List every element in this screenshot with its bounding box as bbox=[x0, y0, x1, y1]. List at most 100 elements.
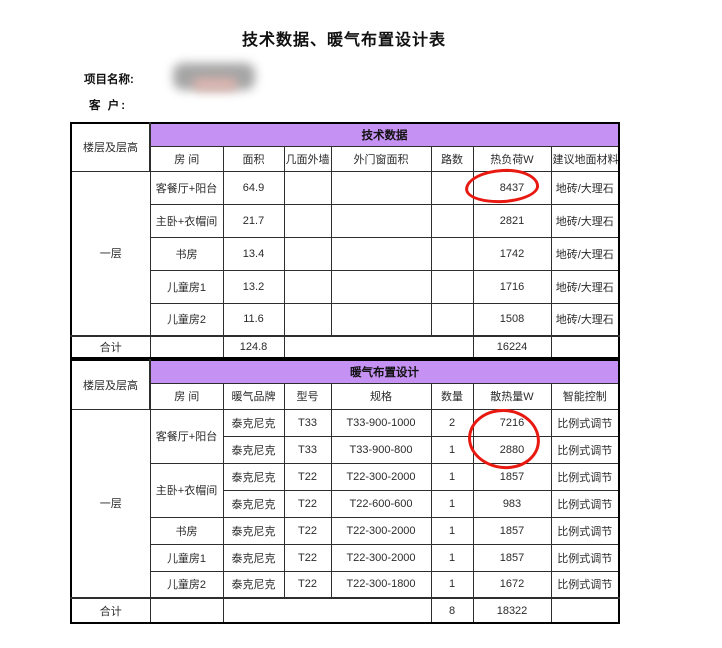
col-header-model: 型号 bbox=[283, 382, 332, 410]
floor-height-header: 楼层及层高 bbox=[70, 122, 151, 172]
col-header-door-window-area: 外门窗面积 bbox=[330, 145, 432, 172]
spec-cell: T22-300-1800 bbox=[330, 570, 432, 599]
col-header-loops: 路数 bbox=[430, 145, 474, 172]
spec-cell: T22-300-2000 bbox=[330, 543, 432, 572]
col-header-qty: 数量 bbox=[430, 382, 474, 410]
table-row: 主卧+衣帽间 21.7 2821 地砖/大理石 bbox=[71, 203, 620, 238]
total-row: 合计 8 18322 bbox=[70, 597, 620, 624]
area-cell: 64.9 bbox=[222, 170, 285, 205]
empty-cell bbox=[550, 335, 620, 359]
loops-cell bbox=[430, 302, 474, 337]
col-header-ext-walls: 几面外墙 bbox=[283, 145, 332, 172]
smart-control-cell: 比例式调节 bbox=[550, 462, 620, 491]
room-cell: 儿童房1 bbox=[149, 269, 224, 304]
model-cell: T33 bbox=[283, 435, 332, 464]
brand-cell: 泰克尼克 bbox=[222, 570, 285, 599]
total-row: 合计 124.8 16224 bbox=[70, 335, 620, 359]
empty-cell bbox=[149, 597, 224, 624]
room-cell: 主卧+衣帽间 bbox=[149, 203, 224, 238]
empty-cell bbox=[222, 597, 432, 624]
brand-cell: 泰克尼克 bbox=[222, 408, 285, 437]
floor-material-cell: 地砖/大理石 bbox=[550, 269, 620, 304]
total-heat-output-cell: 18322 bbox=[472, 597, 552, 624]
table-header-row: 房 间 面积 几面外墙 外门窗面积 路数 热负荷W 建议地面材料 bbox=[71, 145, 620, 172]
empty-cell bbox=[149, 335, 224, 359]
room-cell: 儿童房1 bbox=[149, 543, 224, 572]
heat-output-cell: 2880 bbox=[472, 435, 552, 464]
smart-control-cell: 比例式调节 bbox=[550, 516, 620, 545]
spec-cell: T22-300-2000 bbox=[330, 462, 432, 491]
brand-cell: 泰克尼克 bbox=[222, 462, 285, 491]
floor-material-cell: 地砖/大理石 bbox=[550, 170, 620, 205]
area-cell: 21.7 bbox=[222, 203, 285, 238]
area-cell: 13.4 bbox=[222, 236, 285, 271]
empty-cell bbox=[283, 335, 474, 359]
ext-walls-cell bbox=[283, 269, 332, 304]
loops-cell bbox=[430, 269, 474, 304]
room-cell: 客餐厅+阳台 bbox=[149, 170, 224, 205]
table-row: 楼层及层高 技术数据 bbox=[70, 122, 620, 172]
model-cell: T33 bbox=[283, 408, 332, 437]
total-label-cell: 合计 bbox=[70, 597, 151, 624]
smart-control-cell: 比例式调节 bbox=[550, 408, 620, 437]
redacted-project-name-tint bbox=[193, 78, 237, 91]
table-row: 泰克尼克 T33 T33-900-800 1 2880 比例式调节 bbox=[71, 435, 620, 464]
smart-control-cell: 比例式调节 bbox=[550, 435, 620, 464]
table-row: 一层 客餐厅+阳台 64.9 8437 地砖/大理石 bbox=[70, 170, 620, 337]
technical-data-table: 楼层及层高 技术数据 房 间 面积 几面外墙 外门窗面积 路数 热负荷W 建议地… bbox=[70, 122, 621, 359]
col-header-spec: 规格 bbox=[330, 382, 432, 410]
room-cell: 客餐厅+阳台 bbox=[149, 408, 224, 464]
door-window-area-cell bbox=[330, 269, 432, 304]
floor-label-cell: 一层 bbox=[70, 408, 151, 599]
heat-output-cell: 1672 bbox=[472, 570, 552, 599]
door-window-area-cell bbox=[330, 203, 432, 238]
table-row: 一层 客餐厅+阳台 泰克尼克 T33 T33-900-1000 2 7216 比… bbox=[70, 408, 620, 599]
col-header-room: 房 间 bbox=[149, 382, 224, 410]
floor-material-cell: 地砖/大理石 bbox=[550, 203, 620, 238]
door-window-area-cell bbox=[330, 170, 432, 205]
heat-output-cell: 1857 bbox=[472, 543, 552, 572]
floor-material-cell: 地砖/大理石 bbox=[550, 302, 620, 337]
col-header-smart-control: 智能控制 bbox=[550, 382, 620, 410]
table-row: 书房 13.4 1742 地砖/大理石 bbox=[71, 236, 620, 271]
floor-material-cell: 地砖/大理石 bbox=[550, 236, 620, 271]
project-name-label: 项目名称: bbox=[84, 74, 134, 86]
heat-load-cell: 1508 bbox=[472, 302, 552, 337]
room-cell: 主卧+衣帽间 bbox=[149, 462, 224, 518]
brand-cell: 泰克尼克 bbox=[222, 489, 285, 518]
heating-layout-table: 楼层及层高 暖气布置设计 房 间 暖气品牌 型号 规格 数量 散热量W 智能控制… bbox=[70, 359, 621, 624]
model-cell: T22 bbox=[283, 516, 332, 545]
table-row: 儿童房1 泰克尼克 T22 T22-300-2000 1 1857 比例式调节 bbox=[71, 543, 620, 572]
area-cell: 13.2 bbox=[222, 269, 285, 304]
qty-cell: 1 bbox=[430, 516, 474, 545]
col-header-brand: 暖气品牌 bbox=[222, 382, 285, 410]
total-qty-cell: 8 bbox=[430, 597, 474, 624]
heat-output-cell: 1857 bbox=[472, 516, 552, 545]
floor-height-header: 楼层及层高 bbox=[70, 359, 151, 410]
qty-cell: 1 bbox=[430, 489, 474, 518]
spec-cell: T22-300-2000 bbox=[330, 516, 432, 545]
brand-cell: 泰克尼克 bbox=[222, 435, 285, 464]
spec-cell: T33-900-800 bbox=[330, 435, 432, 464]
customer-label: 客 户: bbox=[89, 100, 128, 112]
col-header-heat-load: 热负荷W bbox=[472, 145, 552, 172]
page-title: 技术数据、暖气布置设计表 bbox=[241, 32, 446, 49]
total-heat-load-cell: 16224 bbox=[472, 335, 552, 359]
section-header-technical: 技术数据 bbox=[149, 122, 620, 147]
door-window-area-cell bbox=[330, 302, 432, 337]
spec-cell: T22-600-600 bbox=[330, 489, 432, 518]
qty-cell: 1 bbox=[430, 435, 474, 464]
qty-cell: 1 bbox=[430, 543, 474, 572]
loops-cell bbox=[430, 170, 474, 205]
design-tables: 楼层及层高 技术数据 房 间 面积 几面外墙 外门窗面积 路数 热负荷W 建议地… bbox=[70, 122, 621, 624]
heat-output-cell: 7216 bbox=[472, 408, 552, 437]
qty-cell: 2 bbox=[430, 408, 474, 437]
room-cell: 儿童房2 bbox=[149, 302, 224, 337]
table-row: 书房 泰克尼克 T22 T22-300-2000 1 1857 比例式调节 bbox=[71, 516, 620, 545]
table-row: 楼层及层高 暖气布置设计 bbox=[70, 359, 620, 410]
heat-output-cell: 1857 bbox=[472, 462, 552, 491]
table-row: 儿童房1 13.2 1716 地砖/大理石 bbox=[71, 269, 620, 304]
empty-cell bbox=[550, 597, 620, 624]
heat-load-cell: 1742 bbox=[472, 236, 552, 271]
heat-load-cell: 8437 bbox=[472, 170, 552, 205]
